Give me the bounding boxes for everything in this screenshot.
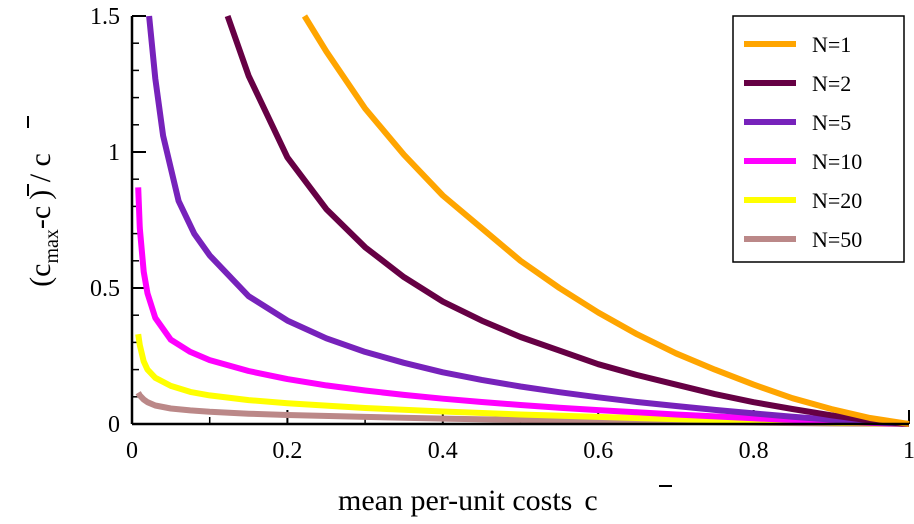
y-tick-label: 0.5	[90, 276, 120, 302]
series-line-n5	[146, 15, 910, 427]
x-axis-title: mean per-unit costs c	[338, 484, 598, 517]
plot-frame	[130, 16, 909, 426]
x-tick-label: 0.6	[583, 438, 613, 464]
x-tick-label: 0.4	[428, 438, 458, 464]
legend-box	[732, 15, 905, 263]
legend-label: N=1	[812, 32, 851, 57]
x-tick-label: 0.8	[739, 438, 769, 464]
y-tick-label: 1	[108, 140, 120, 166]
series-line-n2	[224, 15, 910, 427]
series-line-n20	[135, 333, 910, 427]
x-tick-label: 0	[126, 438, 138, 464]
legend-label: N=50	[812, 227, 862, 252]
legend-label: N=10	[812, 149, 862, 174]
series-lines	[135, 14, 910, 427]
legend-label: N=2	[812, 71, 851, 96]
y-axis-title: (cmax-c) / c	[24, 153, 63, 287]
legend-label: N=5	[812, 110, 851, 135]
legend-label: N=20	[812, 188, 862, 213]
y-tick-label: 0	[108, 412, 120, 438]
x-tick-label: 0.2	[272, 438, 302, 464]
y-tick-label: 1.5	[90, 4, 120, 30]
series-line-n1	[301, 14, 910, 427]
series-line-n10	[135, 187, 910, 427]
legend: N=1 N=2 N=5 N=10 N=20 N=50	[732, 15, 905, 263]
x-tick-label: 1	[903, 438, 914, 464]
